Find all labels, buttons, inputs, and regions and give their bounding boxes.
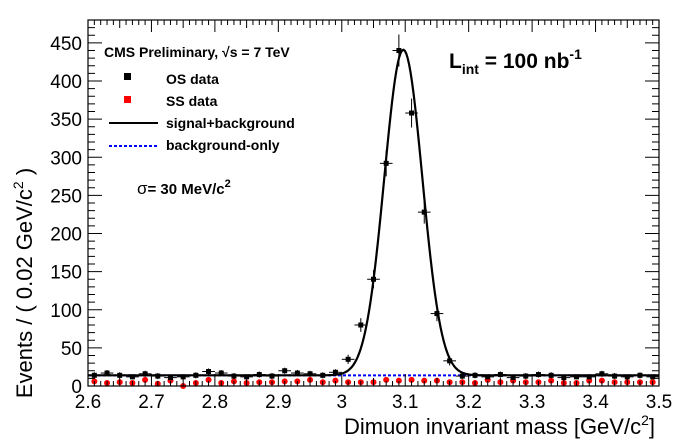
os-data-point <box>91 372 97 378</box>
axes: 2.6 2.7 2.8 2.9 3 3.1 3.2 3.3 3.4 3.5 0 50 100 150 200… <box>50 19 672 413</box>
y-tick-label: 450 <box>50 34 82 55</box>
y-tick-label: 200 <box>50 225 82 246</box>
y-tick-label: 150 <box>50 263 82 284</box>
legend-marker-os <box>124 73 131 80</box>
os-data-point <box>485 374 491 380</box>
ss-data-point <box>598 377 605 384</box>
os-data-point <box>383 160 389 166</box>
os-data-point <box>434 311 440 317</box>
x-tick-label: 2.8 <box>202 392 228 413</box>
os-data-point <box>523 373 529 379</box>
os-data-point <box>218 370 224 376</box>
os-data-point <box>497 372 503 378</box>
x-tick-label: 3 <box>336 392 347 413</box>
os-data-point <box>459 373 465 379</box>
ss-data-point <box>408 376 415 383</box>
os-data-point <box>155 373 161 379</box>
legend: CMS Preliminary, √s = 7 TeV OS data SS d… <box>104 44 295 153</box>
os-data-point <box>180 374 186 380</box>
os-data-point <box>612 373 618 379</box>
os-data-point <box>282 368 288 374</box>
os-data-point <box>637 372 643 378</box>
legend-label-bkg: background-only <box>166 137 280 153</box>
os-data-point <box>548 372 554 378</box>
x-tick-label: 2.9 <box>265 392 291 413</box>
ss-data-point <box>548 377 555 384</box>
os-data-point <box>574 374 580 380</box>
x-tick-label: 3.2 <box>455 392 481 413</box>
legend-label-fit: signal+background <box>166 115 295 131</box>
ss-data-point <box>421 377 428 384</box>
x-tick-label: 3.5 <box>646 392 672 413</box>
x-tick-label: 3.3 <box>519 392 545 413</box>
legend-label-os: OS data <box>166 71 219 87</box>
os-data-point <box>447 358 453 364</box>
x-tick-label: 2.6 <box>75 392 101 413</box>
y-tick-label: 50 <box>61 339 82 360</box>
os-data-point <box>409 110 415 116</box>
os-data-point <box>510 375 516 381</box>
x-axis-title: Dimuon invariant mass [GeV/c2] <box>344 412 655 439</box>
os-data-point <box>193 372 199 378</box>
os-data-point <box>129 374 135 380</box>
ss-data-point <box>142 376 149 383</box>
os-data-point <box>371 276 376 282</box>
os-data-point <box>320 372 326 378</box>
os-data-point <box>206 369 212 375</box>
os-data-point <box>244 374 250 380</box>
os-data-point <box>269 373 275 379</box>
os-data-point <box>256 372 262 378</box>
os-data-point <box>142 371 148 377</box>
luminosity-label: Lint = 100 nb-1 <box>449 46 582 77</box>
os-data-point <box>167 375 173 381</box>
x-tick-label: 3.1 <box>392 392 418 413</box>
y-tick-label: 0 <box>71 377 82 398</box>
ss-data-point <box>332 377 339 384</box>
ss-data-point <box>383 376 390 383</box>
y-tick-label: 300 <box>50 148 82 169</box>
y-tick-label: 350 <box>50 110 82 131</box>
os-data-point <box>396 48 402 53</box>
os-data-point <box>650 374 656 380</box>
os-data-point <box>358 322 364 328</box>
os-data-point <box>231 373 237 379</box>
os-data-point <box>332 369 338 375</box>
os-data-point <box>586 374 592 380</box>
os-data-point <box>307 371 313 377</box>
os-data-point <box>294 370 300 376</box>
plot-area <box>88 34 659 389</box>
os-data-point <box>535 372 541 378</box>
x-tick-label: 3.4 <box>582 392 609 413</box>
os-data-point <box>421 209 427 215</box>
ss-data-point <box>395 377 402 384</box>
os-data-point <box>561 375 567 381</box>
y-tick-label: 250 <box>50 186 82 207</box>
y-tick-label: 400 <box>50 72 82 93</box>
x-tick-label: 2.7 <box>138 392 164 413</box>
header-text: CMS Preliminary, √s = 7 TeV <box>104 44 290 60</box>
sigma-label: σ= 30 MeV/c2 <box>137 178 231 198</box>
os-data-point <box>624 374 630 380</box>
os-data-point <box>104 370 110 376</box>
os-data-point <box>599 371 605 377</box>
y-tick-label: 100 <box>50 301 82 322</box>
y-axis-title: Events / ( 0.02 GeV/c2 ) <box>10 168 37 398</box>
os-data-point <box>472 372 478 378</box>
os-data-point <box>345 356 351 362</box>
legend-label-ss: SS data <box>166 93 218 109</box>
ss-data-point <box>205 376 212 383</box>
os-data-point <box>117 372 123 378</box>
legend-marker-ss <box>124 96 131 103</box>
